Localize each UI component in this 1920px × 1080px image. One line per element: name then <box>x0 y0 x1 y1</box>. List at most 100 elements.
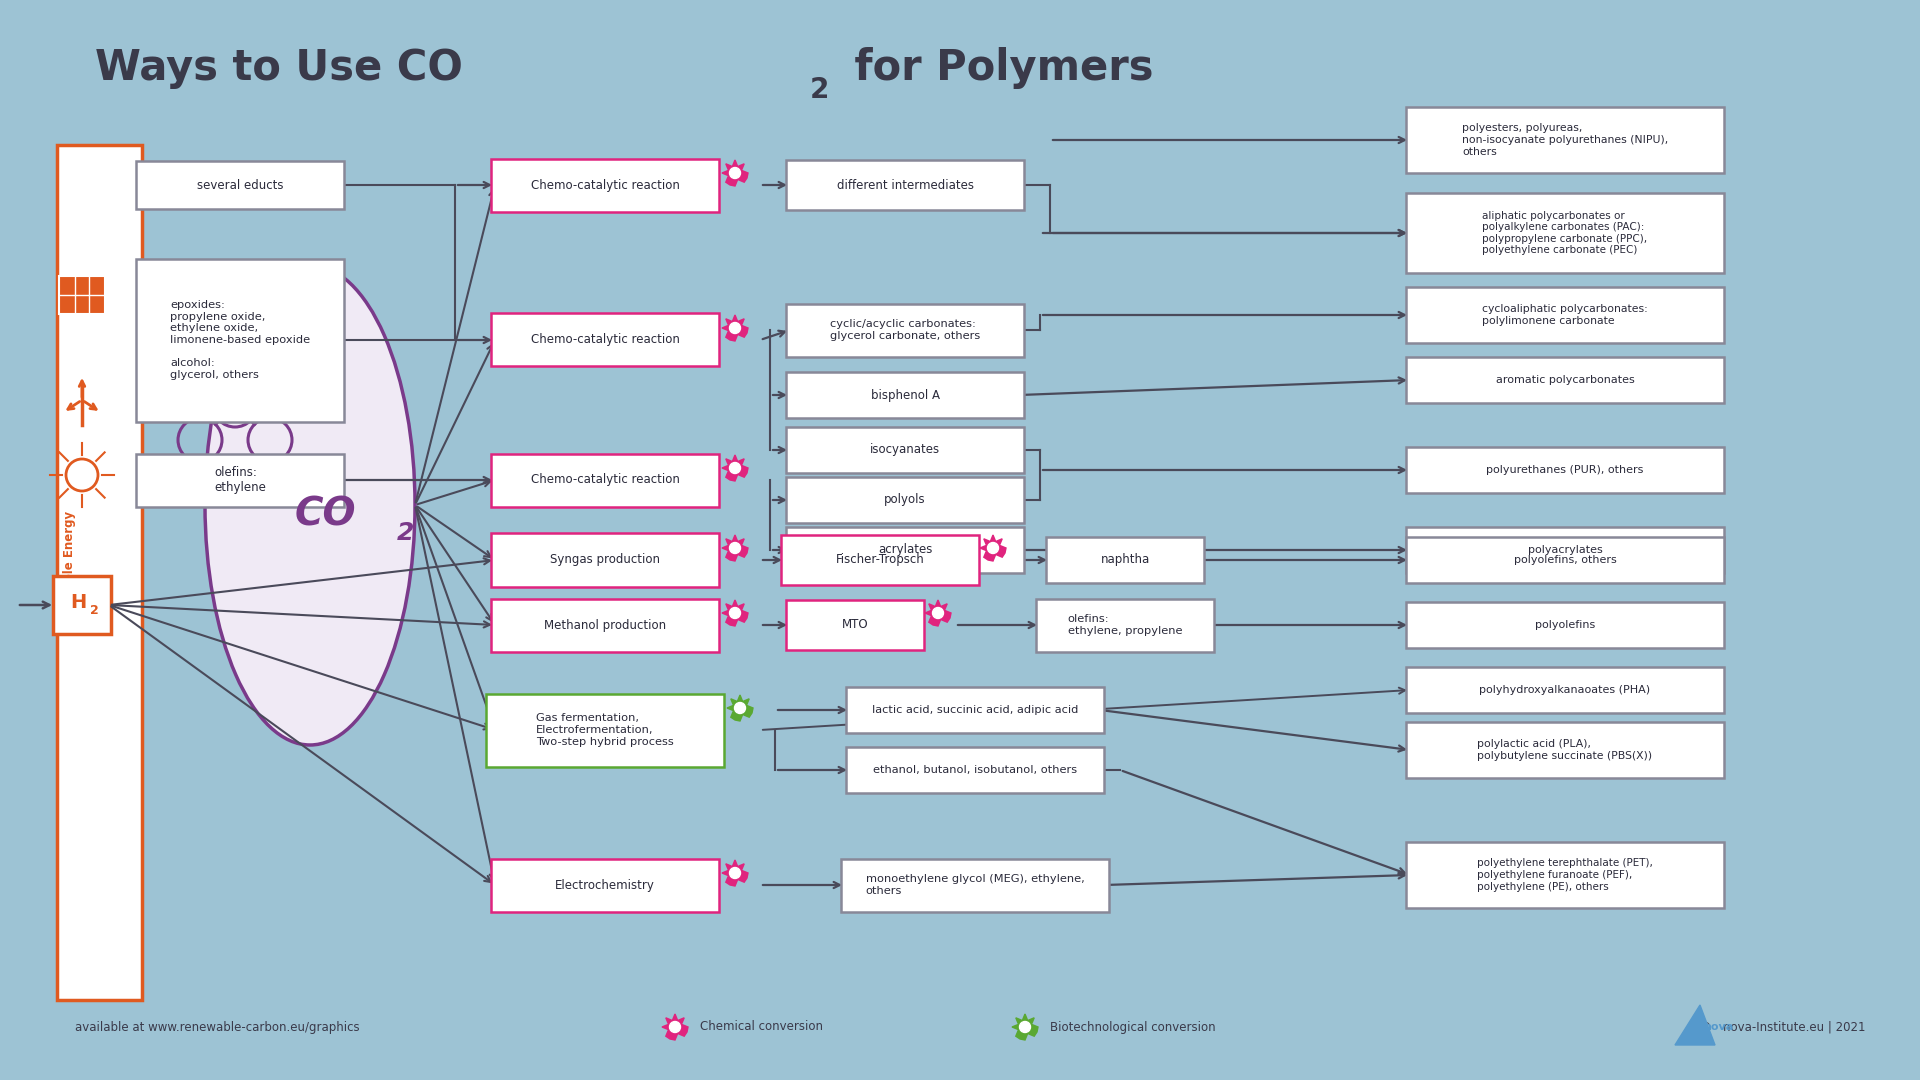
Text: polyols: polyols <box>885 494 925 507</box>
Text: aliphatic polycarbonates or
polyalkylene carbonates (PAC):
polypropylene carbona: aliphatic polycarbonates or polyalkylene… <box>1482 211 1647 255</box>
Polygon shape <box>728 696 753 721</box>
Circle shape <box>670 1022 680 1032</box>
Text: olefins:
ethylene, propylene: olefins: ethylene, propylene <box>1068 615 1183 636</box>
Text: polylactic acid (PLA),
polybutylene succinate (PBS(X)): polylactic acid (PLA), polybutylene succ… <box>1476 739 1653 760</box>
Circle shape <box>933 607 943 619</box>
Text: polyacrylates: polyacrylates <box>1528 545 1603 555</box>
FancyBboxPatch shape <box>58 145 142 1000</box>
FancyBboxPatch shape <box>1405 527 1724 573</box>
Text: Gas fermentation,
Electrofermentation,
Two-step hybrid process: Gas fermentation, Electrofermentation, T… <box>536 714 674 746</box>
Text: cyclic/acyclic carbonates:
glycerol carbonate, others: cyclic/acyclic carbonates: glycerol carb… <box>829 320 979 341</box>
Circle shape <box>730 542 741 553</box>
Text: Methanol production: Methanol production <box>543 619 666 632</box>
Ellipse shape <box>205 265 415 745</box>
FancyBboxPatch shape <box>1046 537 1204 583</box>
Text: cycloaliphatic polycarbonates:
polylimonene carbonate: cycloaliphatic polycarbonates: polylimon… <box>1482 305 1647 326</box>
Text: Biotechnological conversion: Biotechnological conversion <box>1050 1021 1215 1034</box>
Text: Ways to Use CO: Ways to Use CO <box>94 48 463 89</box>
Text: epoxides:
propylene oxide,
ethylene oxide,
limonene-based epoxide

alcohol:
glyc: epoxides: propylene oxide, ethylene oxid… <box>171 300 309 380</box>
Text: H: H <box>69 594 86 612</box>
FancyBboxPatch shape <box>785 427 1023 473</box>
FancyBboxPatch shape <box>54 576 111 634</box>
FancyBboxPatch shape <box>486 693 724 767</box>
Circle shape <box>730 323 741 334</box>
FancyBboxPatch shape <box>785 477 1023 523</box>
Polygon shape <box>1674 1005 1715 1045</box>
Text: Fischer-Tropsch: Fischer-Tropsch <box>835 553 924 567</box>
Polygon shape <box>722 535 749 561</box>
FancyBboxPatch shape <box>785 160 1023 210</box>
FancyBboxPatch shape <box>785 303 1023 356</box>
FancyBboxPatch shape <box>781 535 979 585</box>
FancyBboxPatch shape <box>785 527 1023 573</box>
Text: MTO: MTO <box>841 619 868 632</box>
FancyBboxPatch shape <box>1405 842 1724 908</box>
Polygon shape <box>1012 1014 1039 1040</box>
FancyBboxPatch shape <box>492 159 718 212</box>
Text: acrylates: acrylates <box>877 543 933 556</box>
Polygon shape <box>662 1014 687 1040</box>
FancyBboxPatch shape <box>1405 287 1724 343</box>
Text: polyhydroxyalkanaoates (PHA): polyhydroxyalkanaoates (PHA) <box>1480 685 1651 696</box>
Text: Chemical conversion: Chemical conversion <box>701 1021 824 1034</box>
FancyBboxPatch shape <box>492 859 718 912</box>
Polygon shape <box>722 160 749 186</box>
Text: isocyanates: isocyanates <box>870 444 941 457</box>
FancyBboxPatch shape <box>1405 447 1724 492</box>
Text: polyurethanes (PUR), others: polyurethanes (PUR), others <box>1486 465 1644 475</box>
Text: Electrochemistry: Electrochemistry <box>555 878 655 891</box>
Text: 2: 2 <box>810 76 829 104</box>
FancyBboxPatch shape <box>785 600 924 650</box>
Text: polyolefins, others: polyolefins, others <box>1513 555 1617 565</box>
Text: polyesters, polyureas,
non-isocyanate polyurethanes (NIPU),
others: polyesters, polyureas, non-isocyanate po… <box>1461 123 1668 157</box>
FancyBboxPatch shape <box>1405 357 1724 403</box>
Text: bisphenol A: bisphenol A <box>870 389 939 402</box>
Text: 2: 2 <box>90 605 98 618</box>
FancyBboxPatch shape <box>1037 598 1213 651</box>
Text: aromatic polycarbonates: aromatic polycarbonates <box>1496 375 1634 384</box>
Text: polyolefins: polyolefins <box>1534 620 1596 630</box>
FancyBboxPatch shape <box>1405 723 1724 778</box>
FancyBboxPatch shape <box>1405 667 1724 713</box>
FancyBboxPatch shape <box>136 454 344 507</box>
Circle shape <box>735 702 745 714</box>
Text: Renewable Energy: Renewable Energy <box>63 511 77 634</box>
Polygon shape <box>722 860 749 886</box>
Text: olefins:
ethylene: olefins: ethylene <box>213 465 267 494</box>
Circle shape <box>1020 1022 1031 1032</box>
Polygon shape <box>722 455 749 481</box>
Text: naphtha: naphtha <box>1100 553 1150 567</box>
Text: different intermediates: different intermediates <box>837 178 973 191</box>
Text: 2: 2 <box>396 521 413 545</box>
FancyBboxPatch shape <box>492 598 718 651</box>
FancyBboxPatch shape <box>785 372 1023 418</box>
Text: Syngas production: Syngas production <box>549 553 660 567</box>
FancyBboxPatch shape <box>136 161 344 210</box>
Text: several educts: several educts <box>196 178 284 191</box>
Text: Chemo-catalytic reaction: Chemo-catalytic reaction <box>530 178 680 191</box>
Circle shape <box>730 167 741 178</box>
Circle shape <box>730 607 741 619</box>
FancyBboxPatch shape <box>492 534 718 586</box>
FancyBboxPatch shape <box>841 859 1110 912</box>
Polygon shape <box>925 600 950 626</box>
Circle shape <box>987 542 998 553</box>
FancyBboxPatch shape <box>847 687 1104 733</box>
Text: lactic acid, succinic acid, adipic acid: lactic acid, succinic acid, adipic acid <box>872 705 1079 715</box>
FancyBboxPatch shape <box>1405 537 1724 583</box>
Polygon shape <box>979 535 1006 561</box>
Text: monoethylene glycol (MEG), ethylene,
others: monoethylene glycol (MEG), ethylene, oth… <box>866 874 1085 895</box>
Text: nova: nova <box>1703 1022 1734 1032</box>
Text: CO: CO <box>294 496 355 534</box>
Circle shape <box>730 462 741 473</box>
FancyBboxPatch shape <box>847 747 1104 793</box>
Text: ©   nova-Institute.eu | 2021: © nova-Institute.eu | 2021 <box>1699 1021 1864 1034</box>
Text: Chemo-catalytic reaction: Chemo-catalytic reaction <box>530 334 680 347</box>
Polygon shape <box>722 315 749 341</box>
Text: polyethylene terephthalate (PET),
polyethylene furanoate (PEF),
polyethylene (PE: polyethylene terephthalate (PET), polyet… <box>1476 859 1653 892</box>
FancyBboxPatch shape <box>136 258 344 421</box>
FancyBboxPatch shape <box>1405 107 1724 173</box>
Circle shape <box>730 867 741 878</box>
Text: ethanol, butanol, isobutanol, others: ethanol, butanol, isobutanol, others <box>874 765 1077 775</box>
Polygon shape <box>722 600 749 626</box>
